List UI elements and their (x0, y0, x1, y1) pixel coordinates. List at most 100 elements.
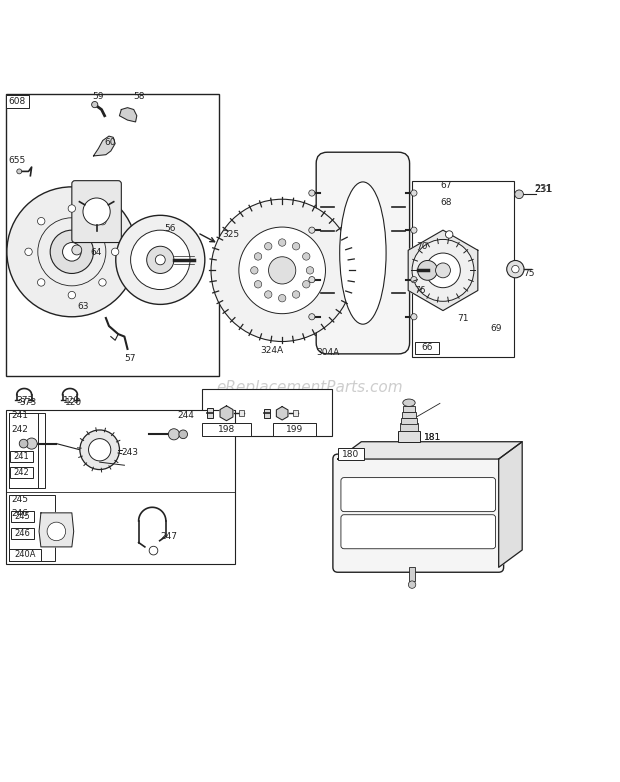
Bar (404, 406, 415, 412)
Text: 69: 69 (490, 325, 502, 333)
Circle shape (412, 239, 474, 301)
Text: 304A: 304A (316, 348, 339, 357)
Circle shape (418, 260, 438, 280)
Circle shape (17, 169, 22, 174)
Bar (293, 411, 298, 416)
Circle shape (411, 314, 417, 320)
Circle shape (92, 102, 98, 108)
Text: 70: 70 (417, 242, 428, 251)
Bar (6, 95, 29, 108)
Bar (9, 549, 41, 561)
Text: 655: 655 (8, 156, 25, 165)
Bar (11, 529, 34, 540)
FancyBboxPatch shape (341, 515, 495, 549)
Circle shape (83, 198, 110, 225)
Circle shape (254, 253, 262, 260)
Bar (206, 408, 213, 418)
Circle shape (515, 190, 523, 199)
Circle shape (239, 227, 326, 314)
Ellipse shape (403, 399, 415, 407)
Text: 63: 63 (78, 302, 89, 310)
Circle shape (147, 246, 174, 274)
Polygon shape (120, 108, 137, 122)
Circle shape (268, 256, 296, 284)
Polygon shape (220, 406, 233, 421)
Circle shape (19, 439, 28, 448)
Circle shape (68, 292, 76, 299)
Text: 58: 58 (134, 92, 145, 102)
Bar (409, 567, 415, 581)
Circle shape (254, 281, 262, 288)
Bar (239, 411, 244, 416)
Polygon shape (39, 513, 74, 547)
Text: 373: 373 (16, 396, 33, 404)
Bar (11, 511, 34, 522)
Text: 242: 242 (14, 468, 30, 477)
Bar (401, 418, 417, 425)
Bar (202, 423, 251, 436)
FancyBboxPatch shape (341, 478, 495, 511)
Circle shape (112, 248, 119, 256)
Circle shape (436, 263, 450, 278)
Polygon shape (277, 407, 288, 420)
FancyBboxPatch shape (316, 152, 410, 354)
Text: 241: 241 (12, 411, 29, 420)
Bar (10, 450, 33, 462)
Circle shape (63, 242, 81, 261)
Circle shape (7, 187, 137, 317)
Circle shape (293, 242, 300, 250)
Bar (398, 431, 420, 442)
Bar (412, 181, 514, 357)
Bar (6, 410, 234, 564)
Circle shape (99, 278, 106, 286)
Ellipse shape (340, 182, 386, 325)
Text: 325: 325 (222, 231, 239, 239)
Bar (415, 342, 439, 354)
Circle shape (25, 248, 32, 256)
Circle shape (50, 230, 94, 274)
Circle shape (309, 314, 315, 320)
Circle shape (512, 265, 519, 273)
Circle shape (179, 430, 187, 439)
Text: 57: 57 (125, 354, 136, 363)
Text: 324A: 324A (260, 346, 283, 355)
Circle shape (37, 278, 45, 286)
Text: 608: 608 (9, 97, 26, 106)
Circle shape (411, 277, 417, 283)
Circle shape (303, 281, 310, 288)
Text: 373: 373 (19, 398, 37, 407)
Text: 244: 244 (177, 411, 194, 420)
Circle shape (72, 245, 82, 255)
Circle shape (409, 581, 416, 588)
Text: 71: 71 (457, 314, 469, 323)
Circle shape (446, 231, 453, 239)
Text: 76: 76 (414, 286, 425, 295)
Polygon shape (498, 442, 522, 567)
Circle shape (37, 217, 45, 225)
Text: 180: 180 (342, 450, 360, 458)
Circle shape (68, 205, 76, 212)
Text: 247: 247 (161, 532, 177, 540)
Circle shape (306, 267, 314, 274)
Text: eReplacementParts.com: eReplacementParts.com (216, 380, 404, 396)
Circle shape (47, 522, 66, 540)
Text: 181: 181 (425, 432, 441, 442)
Text: 120: 120 (63, 396, 80, 404)
Circle shape (309, 190, 315, 196)
Text: 181: 181 (425, 432, 441, 442)
Bar (402, 412, 416, 418)
Circle shape (265, 242, 272, 250)
Bar (9, 413, 38, 489)
Text: 231: 231 (534, 185, 552, 194)
Text: 198: 198 (218, 425, 235, 434)
Polygon shape (94, 136, 115, 156)
Circle shape (89, 439, 111, 461)
Circle shape (426, 253, 460, 288)
Bar (264, 409, 270, 418)
Circle shape (265, 291, 272, 298)
Circle shape (131, 230, 190, 289)
Text: 64: 64 (91, 249, 102, 257)
Text: 243: 243 (122, 448, 138, 457)
Text: 240A: 240A (14, 551, 35, 559)
Circle shape (169, 429, 179, 439)
